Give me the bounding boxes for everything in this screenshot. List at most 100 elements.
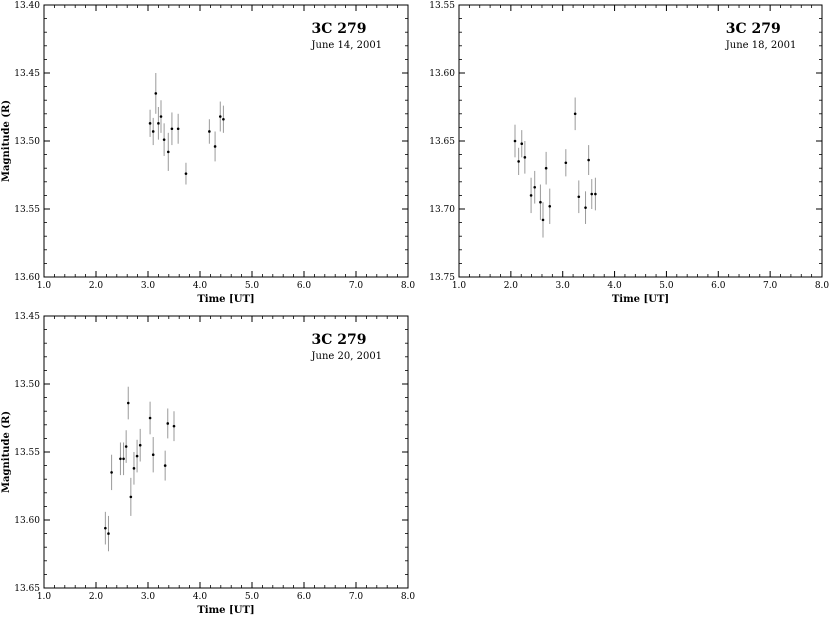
data-point xyxy=(132,467,136,470)
data-point xyxy=(126,401,130,405)
data-point xyxy=(541,218,545,222)
data-point xyxy=(135,454,139,458)
source-title: 3C 279 xyxy=(726,21,781,37)
data-point xyxy=(529,194,533,197)
x-tick-label: 4.0 xyxy=(607,281,622,291)
x-axis-title: Time [UT] xyxy=(197,605,254,616)
x-tick-label: 2.0 xyxy=(504,281,519,291)
x-tick-label: 8.0 xyxy=(815,281,830,291)
data-point xyxy=(170,127,174,131)
x-axis-title: Time [UT] xyxy=(197,294,254,305)
data-point xyxy=(520,142,524,146)
y-axis-title: Magnitude (R) xyxy=(1,100,12,182)
data-point xyxy=(163,464,167,467)
y-axis-title: Magnitude (R) xyxy=(1,411,12,493)
data-point xyxy=(176,127,180,131)
source-title: 3C 279 xyxy=(312,21,367,37)
data-point xyxy=(166,150,170,154)
data-point xyxy=(119,457,122,461)
data-point xyxy=(129,495,133,499)
y-tick-label: 13.55 xyxy=(429,1,455,11)
chart-panel-2: 1.0 2.0 3.0 4.0 5.0 6.0 7.0 8.0 13.55 13.60 13.65 1… xyxy=(429,1,829,305)
x-tick-label: 2.0 xyxy=(89,592,104,602)
data-point xyxy=(539,200,542,204)
x-tick-label: 5.0 xyxy=(245,281,260,291)
data-point xyxy=(523,156,527,159)
x-tick-label: 2.0 xyxy=(89,281,104,291)
y-tick-label: 13.75 xyxy=(429,273,455,283)
x-tick-label: 5.0 xyxy=(245,592,260,602)
data-point xyxy=(594,192,597,196)
chart-panel-3: 1.0 2.0 3.0 4.0 5.0 6.0 7.0 8.0 13.45 13.50 13.55 1… xyxy=(1,312,415,616)
data-point xyxy=(151,453,155,457)
data-point xyxy=(208,130,211,133)
data-point xyxy=(107,532,110,535)
x-tick-label: 5.0 xyxy=(659,281,674,291)
data-point xyxy=(148,122,152,125)
x-axis-title: Time [UT] xyxy=(612,294,669,305)
data-point xyxy=(148,416,152,420)
data-point xyxy=(513,139,517,143)
data-point xyxy=(162,138,166,141)
data-point xyxy=(159,115,163,118)
x-tick-label: 3.0 xyxy=(141,281,156,291)
data-point xyxy=(166,422,170,425)
data-point xyxy=(584,206,587,209)
x-tick-label: 7.0 xyxy=(349,592,364,602)
x-tick-label: 3.0 xyxy=(556,281,571,291)
x-tick-label: 4.0 xyxy=(193,281,208,291)
data-point xyxy=(184,172,188,175)
x-tick-label: 8.0 xyxy=(401,592,416,602)
data-point xyxy=(533,185,537,189)
x-tick-label: 1.0 xyxy=(37,281,52,291)
data-point xyxy=(548,204,552,208)
data-point xyxy=(590,192,594,196)
data-point xyxy=(222,117,225,121)
data-point xyxy=(573,112,577,116)
source-title: 3C 279 xyxy=(312,332,367,348)
data-point xyxy=(104,526,107,530)
data-point xyxy=(154,92,158,95)
y-tick-label: 13.50 xyxy=(14,137,40,147)
y-tick-label: 13.60 xyxy=(14,273,40,283)
x-tick-label: 1.0 xyxy=(37,592,52,602)
data-point xyxy=(213,145,217,148)
x-tick-label: 6.0 xyxy=(297,281,312,291)
x-tick-label: 4.0 xyxy=(193,592,208,602)
data-point xyxy=(587,158,590,162)
data-point xyxy=(517,160,520,163)
y-tick-label: 13.60 xyxy=(14,516,40,526)
data-point xyxy=(110,471,113,474)
y-tick-label: 13.65 xyxy=(429,137,455,147)
y-tick-label: 13.65 xyxy=(14,584,40,594)
y-tick-label: 13.70 xyxy=(429,205,455,215)
y-tick-label: 13.45 xyxy=(14,312,40,322)
chart-panel-1: 1.0 2.0 3.0 4.0 5.0 6.0 7.0 8.0 13.40 13.45 13.50 1… xyxy=(1,1,415,305)
observation-date: June 18, 2001 xyxy=(725,40,797,51)
data-point xyxy=(157,122,160,125)
y-tick-label: 13.40 xyxy=(14,1,40,11)
observation-date: June 20, 2001 xyxy=(311,351,383,362)
data-point xyxy=(172,424,176,428)
data-point xyxy=(151,130,155,133)
data-point xyxy=(122,457,125,461)
y-tick-label: 13.60 xyxy=(429,69,455,79)
x-tick-label: 6.0 xyxy=(297,592,312,602)
x-tick-label: 8.0 xyxy=(401,281,416,291)
data-point xyxy=(138,443,142,447)
x-tick-label: 7.0 xyxy=(349,281,364,291)
observation-date: June 14, 2001 xyxy=(311,40,383,51)
y-tick-label: 13.45 xyxy=(14,69,40,79)
x-tick-label: 6.0 xyxy=(711,281,726,291)
data-point xyxy=(124,445,128,448)
data-point xyxy=(544,166,548,170)
data-point xyxy=(218,115,222,118)
data-point xyxy=(564,161,568,165)
x-tick-label: 3.0 xyxy=(141,592,156,602)
y-tick-label: 13.50 xyxy=(14,380,40,390)
y-tick-label: 13.55 xyxy=(14,205,40,215)
data-point xyxy=(577,195,581,199)
x-tick-label: 1.0 xyxy=(452,281,467,291)
